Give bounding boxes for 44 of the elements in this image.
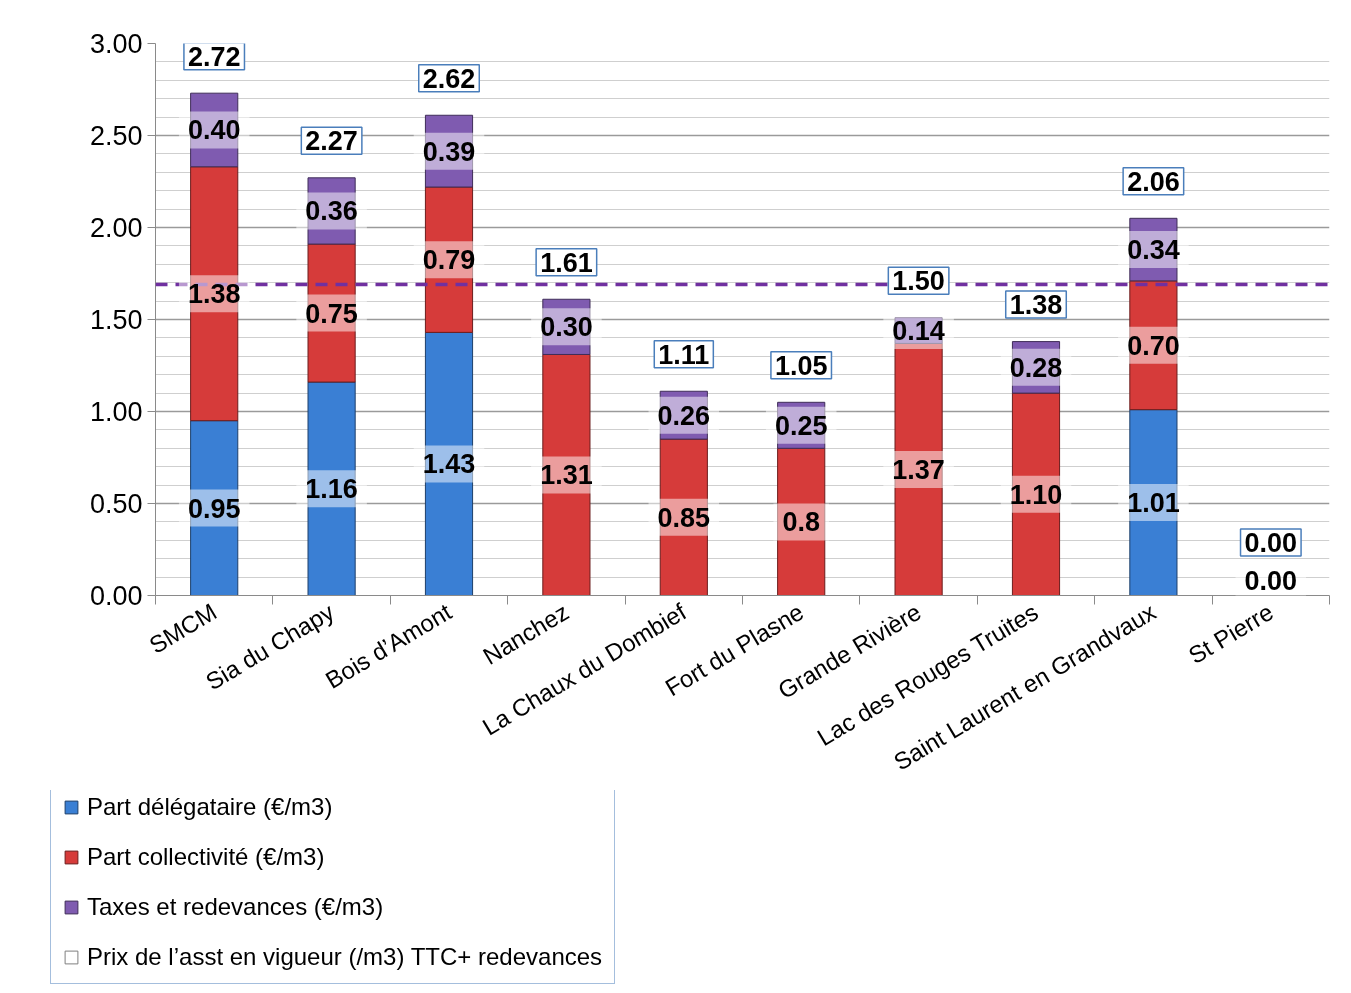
data-label: 0.70 [1127, 330, 1180, 361]
data-label: 1.43 [422, 449, 476, 480]
y-tick-label: 3.00 [89, 29, 143, 59]
total-label: 2.62 [422, 63, 476, 94]
total-label: 2.27 [305, 126, 358, 157]
total-label: 2.06 [1127, 166, 1180, 197]
data-label: 0.36 [305, 196, 358, 227]
legend-label: Taxes et redevances (€/m3) [87, 893, 384, 921]
data-label: 0.8 [782, 507, 820, 538]
total-label: 1.50 [892, 266, 945, 297]
data-label: 0.14 [892, 316, 945, 347]
data-label: 0.30 [540, 312, 593, 343]
y-tick-label: 2.00 [89, 213, 143, 243]
y-tick-label: 1.50 [89, 305, 143, 335]
data-label: 0.75 [305, 298, 358, 329]
data-label: 1.31 [540, 460, 593, 491]
data-label: 0.25 [774, 410, 828, 441]
y-tick-label: 1.00 [89, 397, 143, 427]
total-label: 1.38 [1009, 290, 1063, 321]
data-label: 1.38 [187, 279, 241, 310]
data-label: 0.79 [422, 245, 476, 276]
data-label: 1.16 [305, 474, 358, 505]
legend-label: Prix de l’asst en vigueur (/m3) TTC+ redevances [87, 943, 603, 971]
data-label: 0.28 [1009, 352, 1063, 383]
data-label: 0.95 [187, 493, 241, 524]
data-label: 0.40 [187, 115, 241, 146]
y-tick-label: 0.50 [89, 489, 143, 519]
data-label: 0.00 [1244, 528, 1298, 558]
data-label: 1.01 [1127, 488, 1180, 519]
data-label: 1.37 [892, 454, 945, 485]
legend-label: Part collectivité (€/m3) [87, 843, 325, 871]
data-label: 0.26 [657, 400, 711, 431]
total-label: 2.72 [187, 41, 241, 72]
total-label: 1.05 [774, 350, 828, 381]
y-tick-label: 2.50 [89, 121, 143, 151]
data-label: 1.10 [1009, 479, 1063, 510]
data-label: 0.39 [422, 136, 476, 167]
total-label: 1.61 [540, 247, 593, 278]
total-label: 0.00 [1244, 566, 1298, 596]
data-label: 0.34 [1127, 235, 1180, 266]
y-tick-label: 0.00 [89, 581, 143, 611]
total-label: 1.11 [658, 339, 710, 370]
data-label: 0.85 [657, 502, 711, 533]
legend-label: Part délégataire (€/m3) [87, 793, 333, 821]
